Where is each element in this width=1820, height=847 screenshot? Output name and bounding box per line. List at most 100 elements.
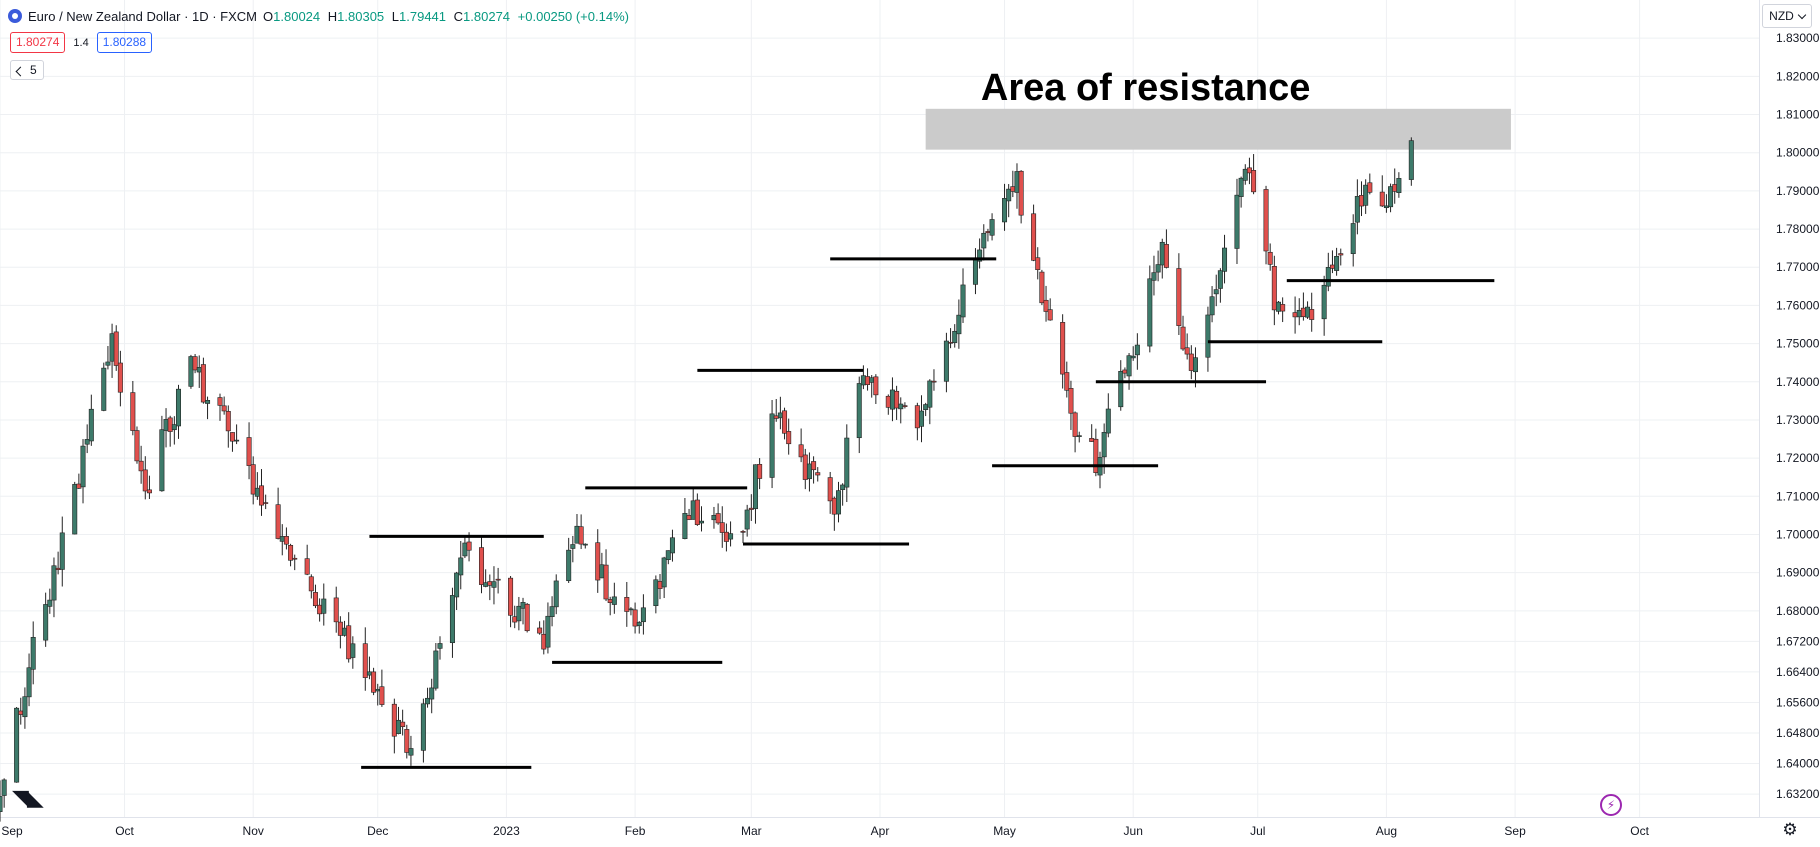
candle-body (566, 549, 572, 582)
candle-body (1222, 247, 1228, 272)
candle-body (192, 356, 198, 371)
candle-body (483, 582, 489, 587)
sell-price-button[interactable]: 1.80274 (10, 32, 66, 53)
candle-body (43, 604, 49, 641)
candle-body (898, 403, 904, 410)
price-tick-label: 1.68000 (1776, 604, 1820, 618)
price-tick-label: 1.75000 (1776, 337, 1820, 351)
candle-body (1176, 268, 1182, 326)
price-tick-label: 1.70000 (1776, 527, 1820, 541)
candle-body (831, 497, 837, 515)
candle-body (1018, 170, 1024, 216)
candle-body (632, 609, 638, 627)
price-tick-label: 1.74000 (1776, 375, 1820, 389)
candle-body (1002, 198, 1008, 223)
candle-body (1101, 432, 1107, 458)
candle-body (437, 643, 443, 649)
candle-body (146, 489, 152, 494)
candle-body (574, 525, 580, 544)
currency-label: NZD (1769, 9, 1794, 23)
candle-body (88, 408, 94, 442)
price-tick-label: 1.65600 (1776, 695, 1820, 709)
price-tick-label: 1.73000 (1776, 413, 1820, 427)
time-axis-labels: Sep Oct Nov Dec 2023 Feb Mar Apr May Jun Jul Aug Sep… (1, 824, 1649, 838)
candle-body (869, 377, 875, 383)
candle-body (769, 413, 775, 478)
candle-body (595, 542, 601, 581)
candle-body (682, 513, 688, 540)
symbol-legend[interactable]: Euro / New Zealand Dollar · 1D · FXCM O1… (8, 6, 633, 26)
time-tick-label: Jul (1250, 824, 1265, 838)
gear-icon[interactable]: ⚙ (1782, 820, 1798, 839)
price-tick-label: 1.67200 (1776, 634, 1820, 648)
time-tick-label: Apr (871, 824, 890, 838)
annotations-layer: Area of resistance (981, 67, 1311, 109)
candle-body (1180, 326, 1186, 350)
time-tick-label: Feb (625, 824, 646, 838)
candle-body (462, 542, 468, 557)
candle-body (246, 437, 252, 466)
close-value: 1.80274 (463, 8, 511, 24)
candle-body (1392, 184, 1398, 192)
candle-body (1147, 278, 1153, 347)
candle-body (221, 405, 227, 412)
candle-body (80, 445, 86, 488)
candle-body (375, 688, 381, 692)
candle-body (130, 392, 136, 431)
change-value: +0.00250 (+0.14%) (517, 8, 629, 24)
candle-body (686, 515, 692, 520)
low-value: 1.79441 (399, 8, 447, 24)
time-axis-panel[interactable] (0, 817, 1760, 847)
candle-body (669, 537, 675, 554)
candle-body (740, 531, 746, 533)
chevron-down-icon (1797, 10, 1807, 19)
candle-body (931, 380, 937, 383)
candle-body (495, 578, 501, 581)
candle-body (1354, 196, 1360, 223)
candle-body (537, 627, 543, 634)
price-tick-label: 1.77000 (1776, 260, 1820, 274)
candle-body (138, 460, 144, 472)
candle-body (827, 477, 833, 502)
candle-body (636, 622, 642, 627)
candle-body (1089, 438, 1095, 442)
candle-body (22, 696, 28, 718)
lightning-icon[interactable]: ⚡ (1600, 794, 1622, 816)
candle-body (1338, 253, 1344, 256)
candle-body (1163, 244, 1169, 268)
candle-body (782, 410, 788, 434)
currency-select-button[interactable]: NZD (1762, 4, 1812, 28)
tradingview-logo-icon[interactable]: ◥◣ (12, 786, 44, 811)
candle-body (259, 485, 265, 506)
buy-price-button[interactable]: 1.80288 (96, 32, 153, 53)
candle-body (487, 581, 493, 586)
candle-body (1325, 267, 1331, 287)
time-tick-label: Sep (1504, 824, 1526, 838)
price-tick-label: 1.64000 (1776, 757, 1820, 771)
candle-body (163, 419, 169, 431)
symbol-title[interactable]: Euro / New Zealand Dollar · 1D · FXCM (28, 8, 258, 24)
resistance-zone-layer (925, 108, 1511, 150)
candle-body (865, 376, 871, 385)
price-tick-label: 1.76000 (1776, 298, 1820, 312)
price-tick-label: 1.82000 (1776, 69, 1820, 83)
indicators-collapse-button[interactable]: 5 (10, 60, 44, 80)
candle-body (321, 598, 327, 614)
candle-body (1006, 188, 1012, 202)
candle-body (30, 637, 36, 670)
candle-body (1134, 344, 1140, 356)
candle-body (885, 395, 891, 408)
candle-body (379, 686, 385, 705)
time-tick-label: Mar (741, 824, 762, 838)
candle-body (134, 430, 140, 462)
candle-body (711, 515, 717, 521)
candle-body (466, 541, 472, 551)
candle-body (350, 643, 356, 658)
candle-body (18, 710, 24, 715)
candle-body (250, 464, 256, 495)
price-axis-panel[interactable] (1760, 30, 1820, 817)
candle-body (752, 464, 758, 510)
candle-body (449, 595, 455, 644)
currency-flag-icon (8, 9, 22, 23)
